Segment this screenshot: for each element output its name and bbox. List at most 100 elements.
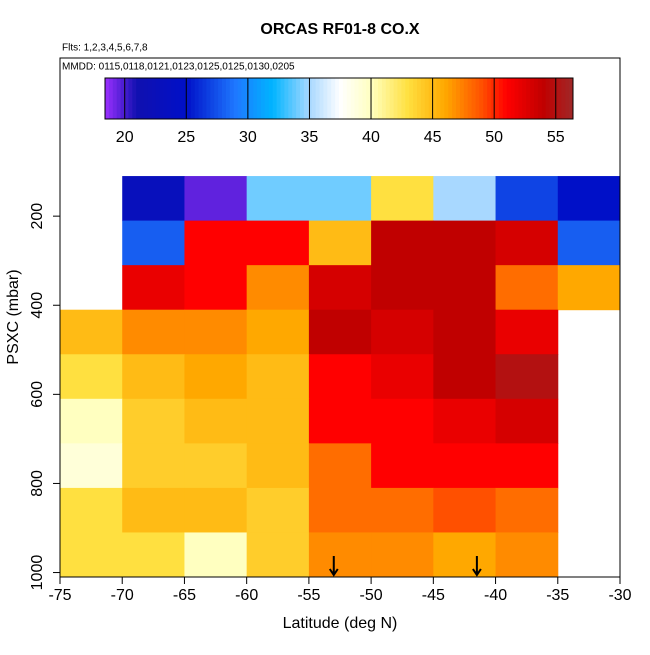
- colorbar-segment: [467, 78, 472, 119]
- heatmap-cell: [557, 176, 621, 222]
- colorbar-segment: [459, 78, 465, 119]
- heatmap-cell: [433, 220, 497, 266]
- colorbar-segment: [120, 78, 125, 119]
- colorbar-segment: [206, 78, 211, 119]
- colorbar-segment: [378, 78, 383, 119]
- x-tick-label: -75: [48, 587, 71, 604]
- heatmap-cell: [371, 398, 434, 444]
- colorbar-segment: [397, 78, 402, 119]
- colorbar-segment: [530, 78, 535, 119]
- colorbar-segment: [537, 78, 543, 119]
- colorbar-segment: [565, 78, 570, 119]
- heatmap-cell: [184, 265, 248, 311]
- heatmap-cell: [246, 443, 310, 489]
- heatmap-cell: [371, 176, 434, 222]
- colorbar-segment: [229, 78, 235, 119]
- colorbar-segment: [124, 78, 129, 119]
- colorbar-segment: [428, 78, 433, 119]
- heatmap-cell: [371, 265, 434, 311]
- heatmap-cell: [246, 354, 310, 400]
- colorbar-tick-label: 40: [362, 129, 380, 146]
- heatmap-cell: [246, 176, 310, 222]
- colorbar-segment: [151, 78, 157, 119]
- heatmap-cell: [495, 176, 559, 222]
- y-tick-label: 600: [29, 381, 46, 408]
- y-tick-label: 400: [29, 292, 46, 319]
- colorbar-segment: [417, 78, 422, 119]
- colorbar-segment: [549, 78, 554, 119]
- colorbar-segment: [140, 78, 145, 119]
- heatmap-cell: [184, 532, 248, 578]
- heatmap-cell: [308, 309, 372, 355]
- heatmap-cell: [308, 176, 372, 222]
- colorbar-segment: [179, 78, 184, 119]
- colorbar-tick-label: 30: [239, 129, 257, 146]
- heatmap-cell: [308, 487, 372, 533]
- colorbar-segment: [526, 78, 531, 119]
- heatmap-cell: [184, 220, 248, 266]
- heatmap-cell: [246, 309, 310, 355]
- heatmap-cell: [308, 443, 372, 489]
- colorbar-segment: [354, 78, 359, 119]
- colorbar-segment: [510, 78, 515, 119]
- colorbar-tick-label: 20: [116, 129, 134, 146]
- colorbar-segment: [249, 78, 254, 119]
- heatmap-cell: [184, 354, 248, 400]
- colorbar-segment: [424, 78, 430, 119]
- heatmap-cell: [122, 220, 185, 266]
- heatmap-cell: [433, 354, 497, 400]
- colorbar-segment: [350, 78, 355, 119]
- colorbar-segment: [264, 78, 270, 119]
- colorbar-segment: [479, 78, 484, 119]
- chart-title: ORCAS RF01-8 CO.X: [260, 21, 419, 38]
- heatmap-cell: [495, 309, 559, 355]
- colorbar-segment: [268, 78, 274, 119]
- heatmap-cell: [184, 443, 248, 489]
- colorbar-segment: [288, 78, 293, 119]
- x-tick-label: -55: [297, 587, 320, 604]
- colorbar-tick-label: 35: [301, 129, 319, 146]
- colorbar-segment: [300, 78, 305, 119]
- heatmap-cell: [371, 532, 434, 578]
- heatmap-cell: [60, 309, 123, 355]
- colorbar-segment: [241, 78, 246, 119]
- colorbar-segment: [253, 78, 258, 119]
- heatmap-cell: [60, 487, 123, 533]
- colorbar-segment: [144, 78, 149, 119]
- colorbar-segment: [218, 78, 223, 119]
- heatmap-cell: [122, 309, 185, 355]
- colorbar-segment: [393, 78, 398, 119]
- colorbar-segment: [557, 78, 562, 119]
- heatmap-cell: [122, 354, 185, 400]
- colorbar-segment: [108, 78, 114, 119]
- colorbar-segment: [569, 78, 574, 119]
- heatmap-cell: [495, 487, 559, 533]
- heatmap-cell: [184, 309, 248, 355]
- heatmap-cell: [433, 532, 497, 578]
- heatmap-cell: [122, 265, 185, 311]
- heatmap-cell: [557, 265, 621, 311]
- colorbar-segment: [405, 78, 410, 119]
- heatmap-cell: [60, 532, 123, 578]
- colorbar-segment: [495, 78, 500, 119]
- heatmap-cell: [246, 220, 310, 266]
- colorbar-segment: [456, 78, 461, 119]
- heatmap-cell: [308, 398, 372, 444]
- heatmap-cell: [308, 532, 372, 578]
- heatmap-cell: [433, 443, 497, 489]
- heatmap-cell: [122, 487, 185, 533]
- colorbar-segment: [284, 78, 289, 119]
- colorbar-segment: [311, 78, 316, 119]
- heatmap-cell: [495, 443, 559, 489]
- colorbar-segment: [128, 78, 133, 119]
- colorbar-segment: [155, 78, 160, 119]
- heatmap-cell: [433, 309, 497, 355]
- colorbar-segment: [190, 78, 196, 119]
- heatmap-cell: [246, 398, 310, 444]
- heatmap-cell: [371, 309, 434, 355]
- annotation: MMDD: 0115,0118,0121,0123,0125,0125,0130…: [62, 62, 295, 73]
- colorbar-segment: [327, 78, 332, 119]
- colorbar-segment: [233, 78, 238, 119]
- colorbar-segment: [198, 78, 203, 119]
